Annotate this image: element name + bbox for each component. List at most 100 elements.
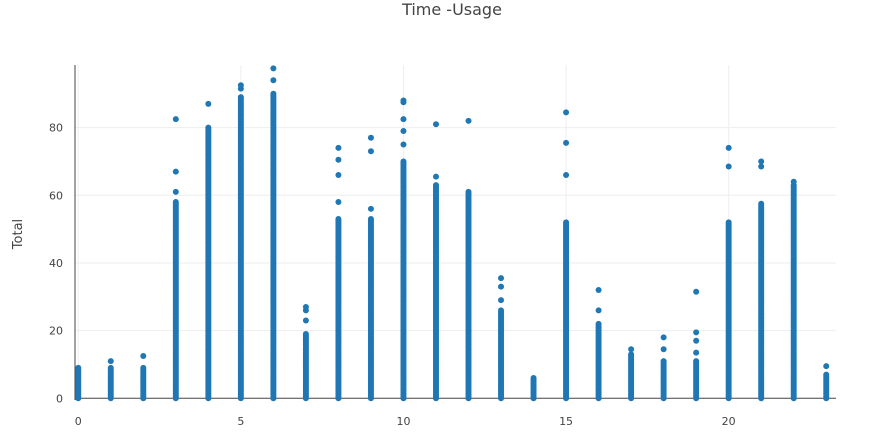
data-point bbox=[107, 358, 114, 365]
data-point bbox=[335, 156, 342, 163]
data-point bbox=[367, 215, 374, 222]
data-point bbox=[172, 168, 179, 175]
data-point bbox=[563, 139, 570, 146]
data-point bbox=[367, 148, 374, 155]
data-point bbox=[693, 337, 700, 344]
point-column bbox=[432, 121, 439, 402]
point-column bbox=[140, 353, 147, 402]
chart-title: Time -Usage bbox=[401, 0, 502, 19]
data-point bbox=[693, 329, 700, 336]
x-tick-label: 5 bbox=[237, 415, 244, 428]
data-points bbox=[75, 65, 830, 402]
data-point bbox=[140, 364, 147, 371]
data-point bbox=[790, 178, 797, 185]
data-point bbox=[595, 320, 602, 327]
data-point bbox=[302, 317, 309, 324]
data-point bbox=[237, 94, 244, 101]
point-column bbox=[237, 82, 244, 402]
data-point bbox=[400, 158, 407, 165]
point-column bbox=[75, 364, 82, 402]
data-point bbox=[367, 134, 374, 141]
point-column bbox=[205, 100, 212, 402]
tick-labels: 0 20 40 60 80 0 5 10 15 20 bbox=[49, 122, 736, 428]
data-point bbox=[725, 144, 732, 151]
x-tick-label: 15 bbox=[559, 415, 573, 428]
data-point bbox=[302, 303, 309, 310]
point-column bbox=[725, 144, 732, 402]
data-point bbox=[758, 163, 765, 170]
data-point bbox=[660, 358, 667, 365]
point-column bbox=[660, 334, 667, 402]
data-point bbox=[335, 215, 342, 222]
data-point bbox=[205, 124, 212, 131]
y-tick-label: 60 bbox=[49, 189, 63, 202]
data-point bbox=[172, 188, 179, 195]
data-point bbox=[335, 144, 342, 151]
data-point bbox=[172, 116, 179, 123]
point-column bbox=[790, 178, 797, 402]
data-point bbox=[693, 349, 700, 356]
point-column bbox=[465, 117, 472, 402]
data-point bbox=[335, 171, 342, 178]
point-column bbox=[172, 116, 179, 402]
data-point bbox=[530, 375, 537, 382]
y-tick-label: 20 bbox=[49, 325, 63, 338]
y-tick-label: 0 bbox=[56, 392, 63, 405]
data-point bbox=[432, 182, 439, 189]
point-column bbox=[693, 288, 700, 402]
point-column bbox=[823, 363, 830, 402]
data-point bbox=[498, 297, 505, 304]
data-point bbox=[725, 163, 732, 170]
data-point bbox=[465, 188, 472, 195]
data-point bbox=[563, 219, 570, 226]
data-point bbox=[823, 363, 830, 370]
data-point bbox=[432, 173, 439, 180]
data-point bbox=[660, 334, 667, 341]
point-column bbox=[595, 287, 602, 402]
point-column bbox=[563, 109, 570, 402]
data-point bbox=[498, 307, 505, 314]
data-point bbox=[400, 141, 407, 148]
x-tick-label: 0 bbox=[75, 415, 82, 428]
point-column bbox=[758, 158, 765, 402]
data-point bbox=[498, 275, 505, 282]
data-point bbox=[758, 200, 765, 207]
data-point bbox=[400, 116, 407, 123]
data-point bbox=[563, 109, 570, 116]
point-column bbox=[628, 346, 635, 402]
data-point bbox=[107, 364, 114, 371]
data-point bbox=[693, 358, 700, 365]
data-point bbox=[400, 127, 407, 134]
data-point bbox=[140, 353, 147, 360]
point-column bbox=[335, 144, 342, 402]
data-point bbox=[75, 364, 82, 371]
point-column bbox=[270, 65, 277, 402]
data-point bbox=[302, 331, 309, 338]
data-point bbox=[237, 82, 244, 89]
data-point bbox=[270, 77, 277, 84]
data-point bbox=[563, 171, 570, 178]
data-point bbox=[628, 346, 635, 353]
point-column bbox=[367, 134, 374, 402]
point-column bbox=[302, 303, 309, 402]
axes bbox=[74, 65, 836, 400]
point-column bbox=[400, 97, 407, 402]
y-tick-label: 80 bbox=[49, 122, 63, 135]
data-point bbox=[725, 219, 732, 226]
point-column bbox=[107, 358, 114, 402]
data-point bbox=[270, 90, 277, 97]
data-point bbox=[465, 117, 472, 124]
data-point bbox=[335, 199, 342, 206]
y-axis-label: Total bbox=[11, 219, 26, 250]
x-tick-label: 10 bbox=[396, 415, 410, 428]
data-point bbox=[823, 371, 830, 378]
y-tick-label: 40 bbox=[49, 257, 63, 270]
data-point bbox=[172, 199, 179, 206]
data-point bbox=[628, 351, 635, 358]
x-tick-label: 20 bbox=[722, 415, 736, 428]
data-point bbox=[270, 65, 277, 72]
data-point bbox=[595, 307, 602, 314]
data-point bbox=[205, 100, 212, 107]
data-point bbox=[432, 121, 439, 128]
